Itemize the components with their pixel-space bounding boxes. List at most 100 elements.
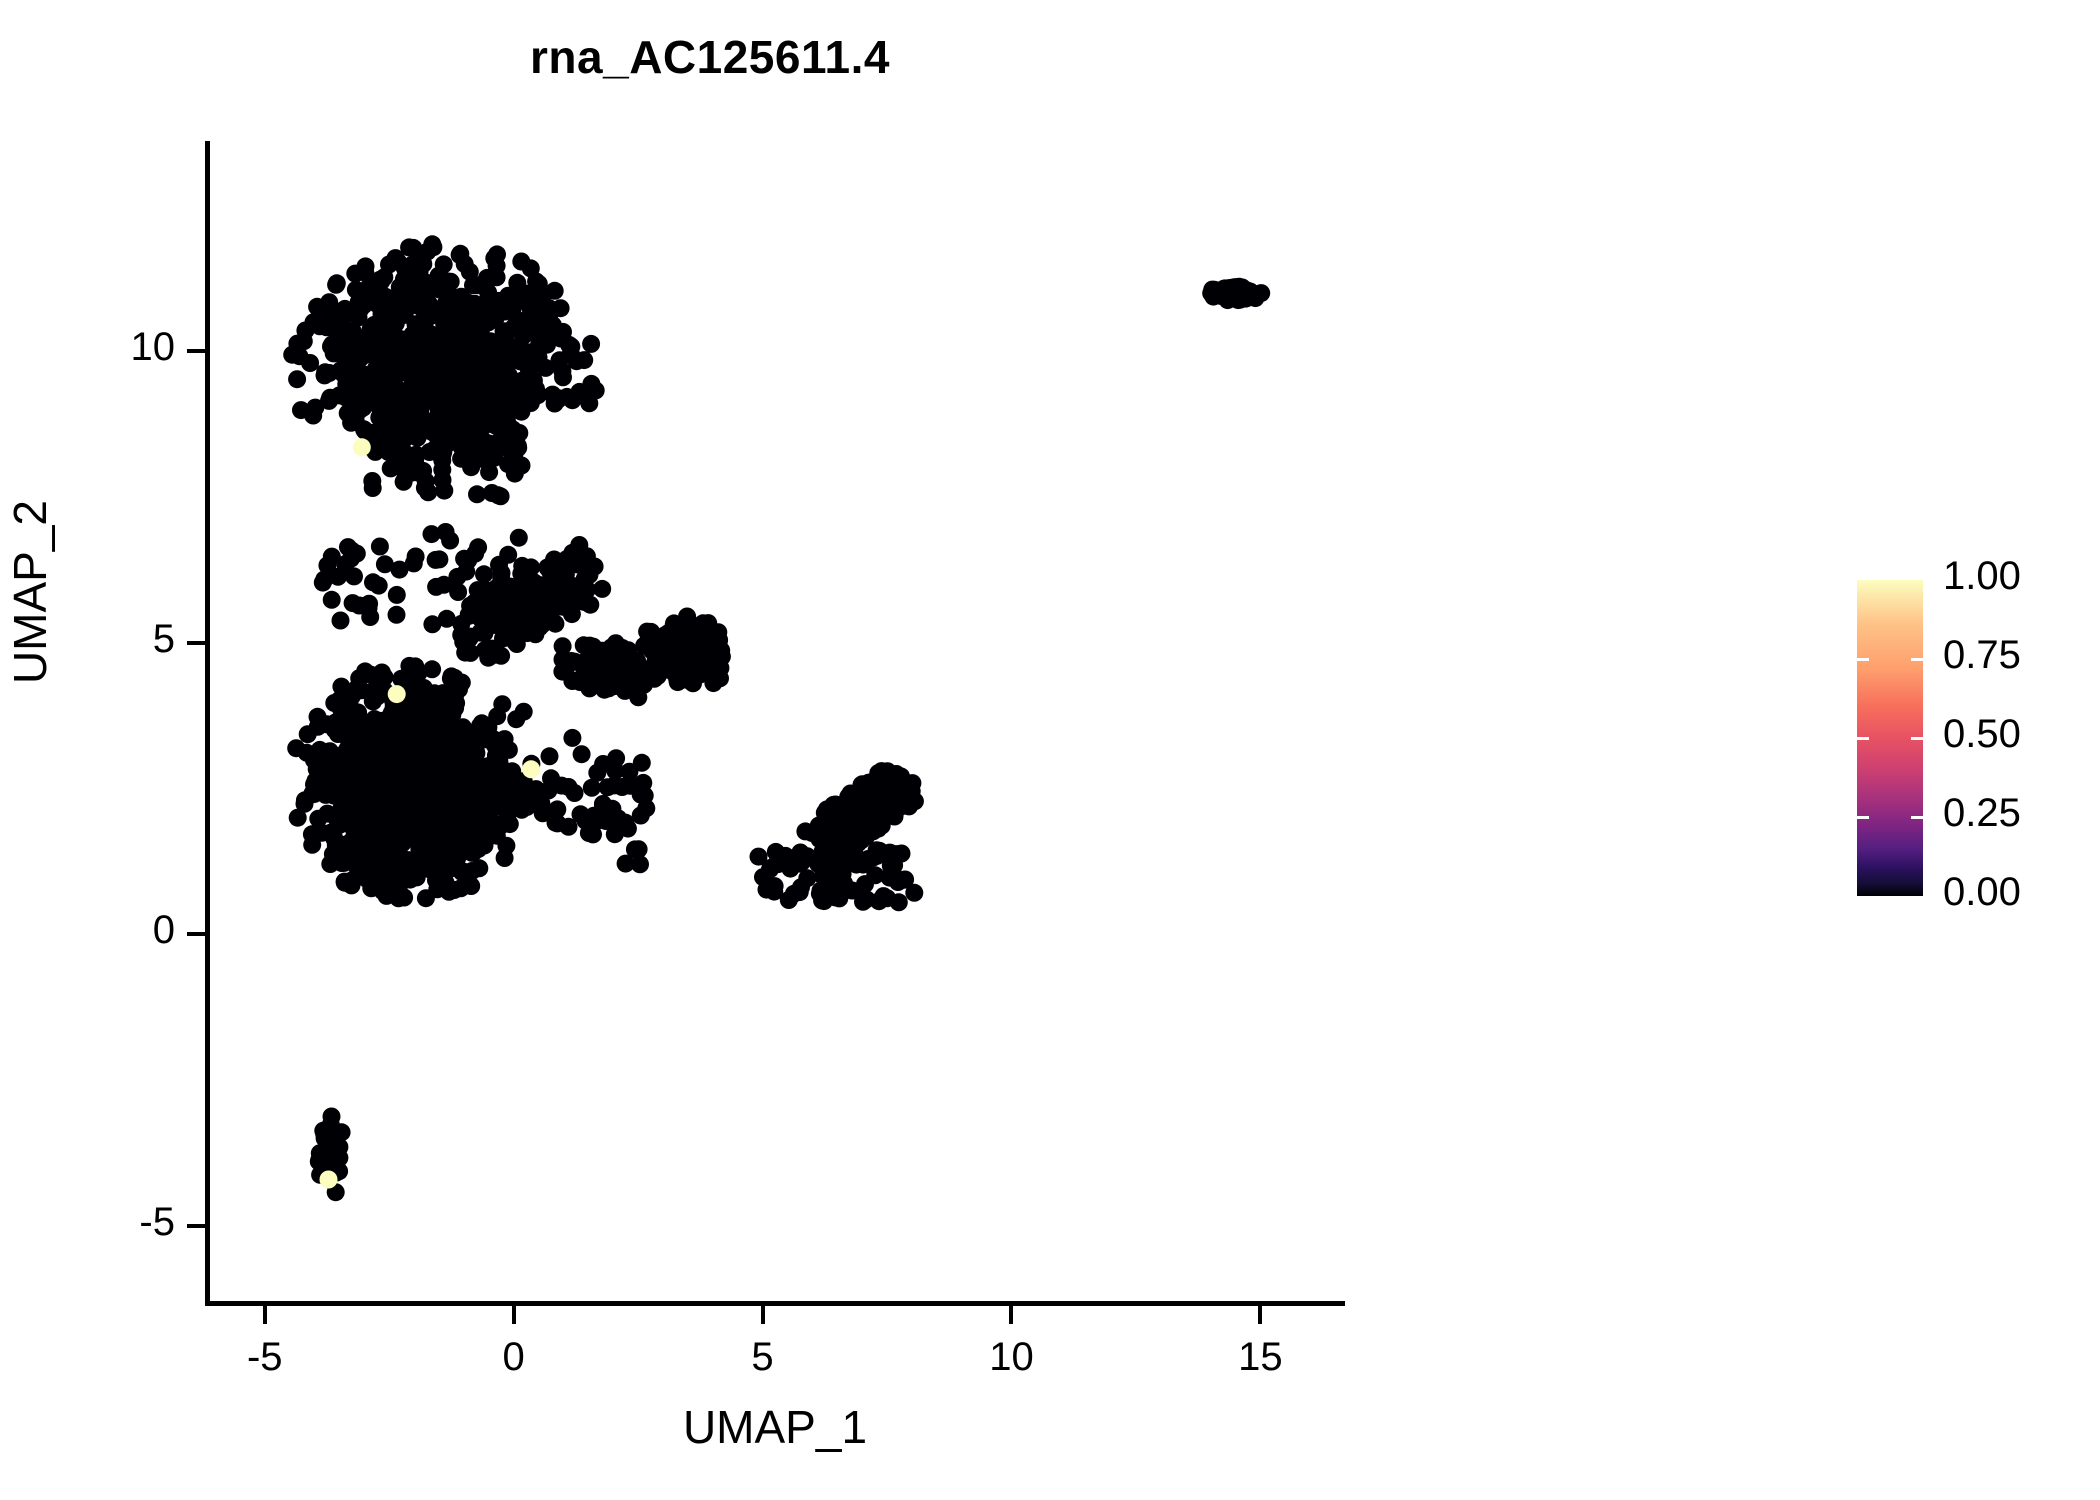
scatter-point [560, 553, 579, 572]
scatter-point [462, 458, 481, 477]
scatter-point [550, 389, 569, 408]
scatter-point [429, 730, 447, 748]
scatter-point [809, 854, 828, 873]
scatter-point [520, 296, 539, 315]
scatter-point [367, 424, 386, 443]
scatter-point [790, 883, 809, 902]
x-axis-line [205, 1301, 1345, 1306]
colorbar-tick [1857, 737, 1869, 740]
scatter-point [339, 754, 358, 773]
scatter-point [905, 792, 924, 811]
scatter-point [560, 335, 579, 354]
scatter-point [448, 322, 466, 341]
scatter-point [401, 817, 420, 836]
scatter-point [575, 351, 594, 370]
scatter-point [495, 849, 514, 867]
scatter-point [400, 656, 419, 675]
scatter-point [475, 565, 493, 584]
scatter-point [507, 284, 526, 303]
scatter-point [571, 805, 590, 824]
scatter-point [395, 444, 414, 463]
scatter-point [582, 377, 601, 395]
scatter-point [632, 753, 651, 772]
scatter-point [474, 580, 493, 599]
scatter-point [846, 850, 864, 869]
scatter-point [308, 297, 327, 316]
scatter-point [344, 769, 363, 787]
scatter-point [350, 375, 368, 394]
scatter-point [842, 808, 860, 827]
scatter-point [464, 276, 482, 295]
scatter-point [582, 334, 601, 353]
scatter-point [680, 671, 699, 690]
scatter-point [363, 472, 382, 490]
scatter-point [1229, 291, 1248, 310]
scatter-point [290, 347, 309, 366]
scatter-point [495, 624, 514, 643]
scatter-point [304, 406, 323, 425]
scatter-point [678, 607, 697, 626]
scatter-point [302, 825, 321, 844]
scatter-point [545, 281, 564, 300]
scatter-point [538, 558, 557, 577]
scatter-point [540, 747, 559, 766]
x-tick-mark [760, 1306, 765, 1324]
scatter-point [320, 364, 339, 382]
scatter-point [536, 358, 555, 377]
scatter-point [326, 320, 345, 339]
scatter-point [451, 879, 470, 898]
scatter-point [522, 611, 541, 630]
scatter-point [377, 886, 396, 905]
scatter-point [361, 608, 380, 626]
scatter-point [334, 365, 353, 383]
scatter-point [518, 581, 537, 600]
scatter-point [854, 892, 872, 911]
scatter-point [905, 883, 924, 902]
scatter-point [527, 320, 546, 338]
scatter-point [809, 816, 828, 835]
scatter-point [391, 872, 410, 891]
scatter-point [384, 747, 403, 766]
scatter-point [372, 663, 391, 682]
y-tick-label: 5 [152, 616, 175, 661]
scatter-point [397, 414, 416, 433]
scatter-point [387, 605, 406, 624]
scatter-point [593, 579, 612, 598]
scatter-point [364, 573, 382, 592]
scatter-point [565, 652, 584, 671]
scatter-point [613, 664, 632, 683]
y-tick-mark [187, 1224, 205, 1229]
scatter-point [566, 593, 585, 612]
scatter-point [584, 637, 603, 656]
scatter-point [605, 825, 624, 844]
scatter-point [421, 789, 440, 808]
scatter-point [397, 729, 416, 748]
scatter-point [356, 662, 375, 681]
scatter-point [559, 817, 578, 836]
scatter-point [464, 742, 482, 761]
scatter-point [415, 313, 434, 332]
scatter-point [288, 808, 307, 827]
scatter-point [499, 455, 517, 474]
scatter-point [869, 764, 888, 783]
scatter-point [323, 335, 342, 354]
scatter-point [486, 610, 505, 629]
page-title: rna_AC125611.4 [530, 31, 890, 83]
colorbar-label: 0.75 [1943, 633, 2021, 677]
scatter-point [864, 779, 882, 798]
x-tick-mark [511, 1306, 516, 1324]
scatter-point [421, 328, 440, 347]
scatter-point [507, 635, 526, 653]
scatter-point [368, 824, 387, 843]
scatter-point [520, 360, 539, 379]
scatter-panel [205, 141, 1345, 1302]
x-tick-mark [262, 1306, 267, 1324]
scatter-point [437, 804, 456, 823]
scatter-point [373, 732, 392, 751]
scatter-point [821, 865, 840, 883]
scatter-point [434, 684, 453, 703]
scatter-point [553, 637, 572, 656]
colorbar-label: 1.00 [1943, 554, 2021, 598]
scatter-point [507, 612, 526, 631]
color-legend: 1.00 0.75 0.50 0.25 0.00 [1857, 554, 2021, 914]
